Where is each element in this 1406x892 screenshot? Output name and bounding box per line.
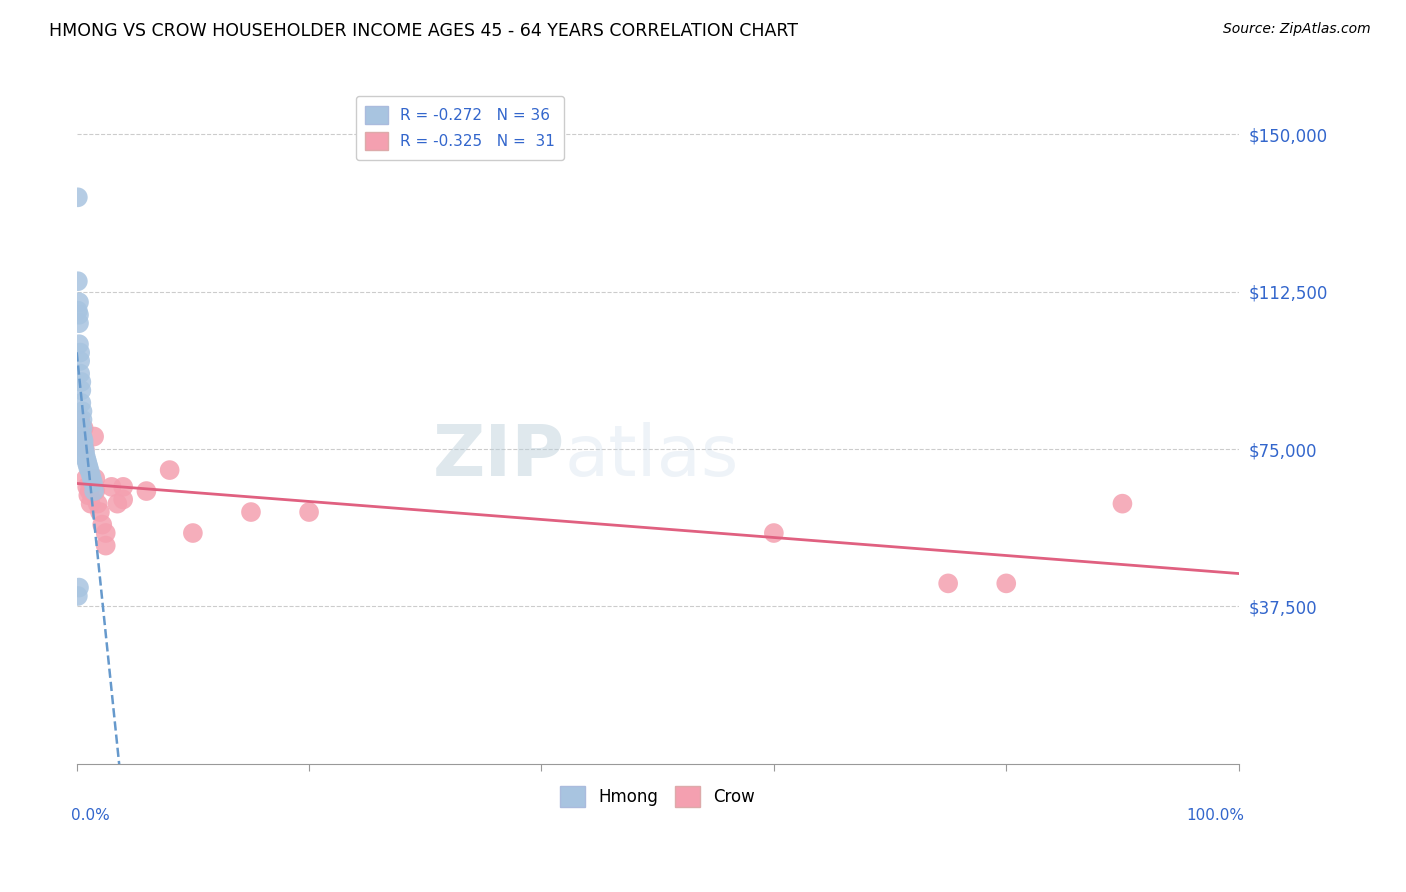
Point (73, 446, 96, 460)
Point (69, 345, 91, 359)
Point (1111, 497, 1133, 511)
Point (72, 413, 94, 427)
Point (84, 471, 107, 485)
Point (73, 442, 96, 456)
Point (66, 190, 89, 204)
Point (67, 581, 90, 595)
Text: Source: ZipAtlas.com: Source: ZipAtlas.com (1223, 22, 1371, 37)
Point (75, 450, 97, 465)
Point (135, 484, 157, 499)
Point (70, 384, 93, 398)
Legend: Hmong, Crow: Hmong, Crow (554, 780, 762, 814)
Point (67, 308, 90, 322)
Point (70, 396, 93, 410)
Point (66, 274, 89, 288)
Point (77, 488, 100, 502)
Point (73, 438, 96, 452)
Point (69, 367, 91, 381)
Point (936, 576, 959, 591)
Point (76, 457, 98, 471)
Point (79, 463, 101, 477)
Point (762, 526, 785, 541)
Point (94, 526, 117, 541)
Point (73, 444, 96, 458)
Point (79, 467, 101, 482)
Point (69, 354, 91, 368)
Text: 100.0%: 100.0% (1187, 808, 1244, 823)
Point (77, 458, 100, 473)
Point (73, 434, 96, 448)
Point (67, 295, 90, 310)
Point (73, 421, 96, 435)
Point (73, 442, 96, 456)
Point (240, 505, 263, 519)
Text: HMONG VS CROW HOUSEHOLDER INCOME AGES 45 - 64 YEARS CORRELATION CHART: HMONG VS CROW HOUSEHOLDER INCOME AGES 45… (49, 22, 799, 40)
Point (94, 539, 117, 553)
Point (72, 421, 94, 435)
Point (83, 429, 105, 443)
Point (83, 484, 105, 499)
Point (67, 337, 90, 351)
Point (82, 475, 104, 490)
Point (70, 429, 93, 443)
Point (72, 404, 94, 418)
Point (67, 316, 90, 330)
Point (112, 480, 135, 494)
Point (72, 429, 94, 443)
Text: atlas: atlas (565, 423, 740, 491)
Point (75, 471, 97, 485)
Point (76, 480, 98, 494)
Point (159, 463, 181, 477)
Point (69, 413, 91, 427)
Point (80, 471, 103, 485)
Point (77, 461, 100, 475)
Point (73, 449, 96, 463)
Point (86, 497, 108, 511)
Point (66, 303, 89, 318)
Point (100, 480, 122, 494)
Point (75, 452, 97, 467)
Text: ZIP: ZIP (433, 423, 565, 491)
Point (181, 526, 204, 541)
Point (79, 484, 101, 499)
Point (72, 429, 94, 443)
Point (70, 375, 93, 389)
Point (91, 517, 114, 532)
Point (76, 455, 98, 469)
Point (298, 505, 321, 519)
Point (89, 505, 111, 519)
Text: 0.0%: 0.0% (70, 808, 110, 823)
Point (112, 492, 135, 507)
Point (79, 497, 101, 511)
Point (995, 576, 1018, 591)
Point (105, 497, 128, 511)
Point (84, 484, 107, 499)
Point (66, 589, 89, 603)
